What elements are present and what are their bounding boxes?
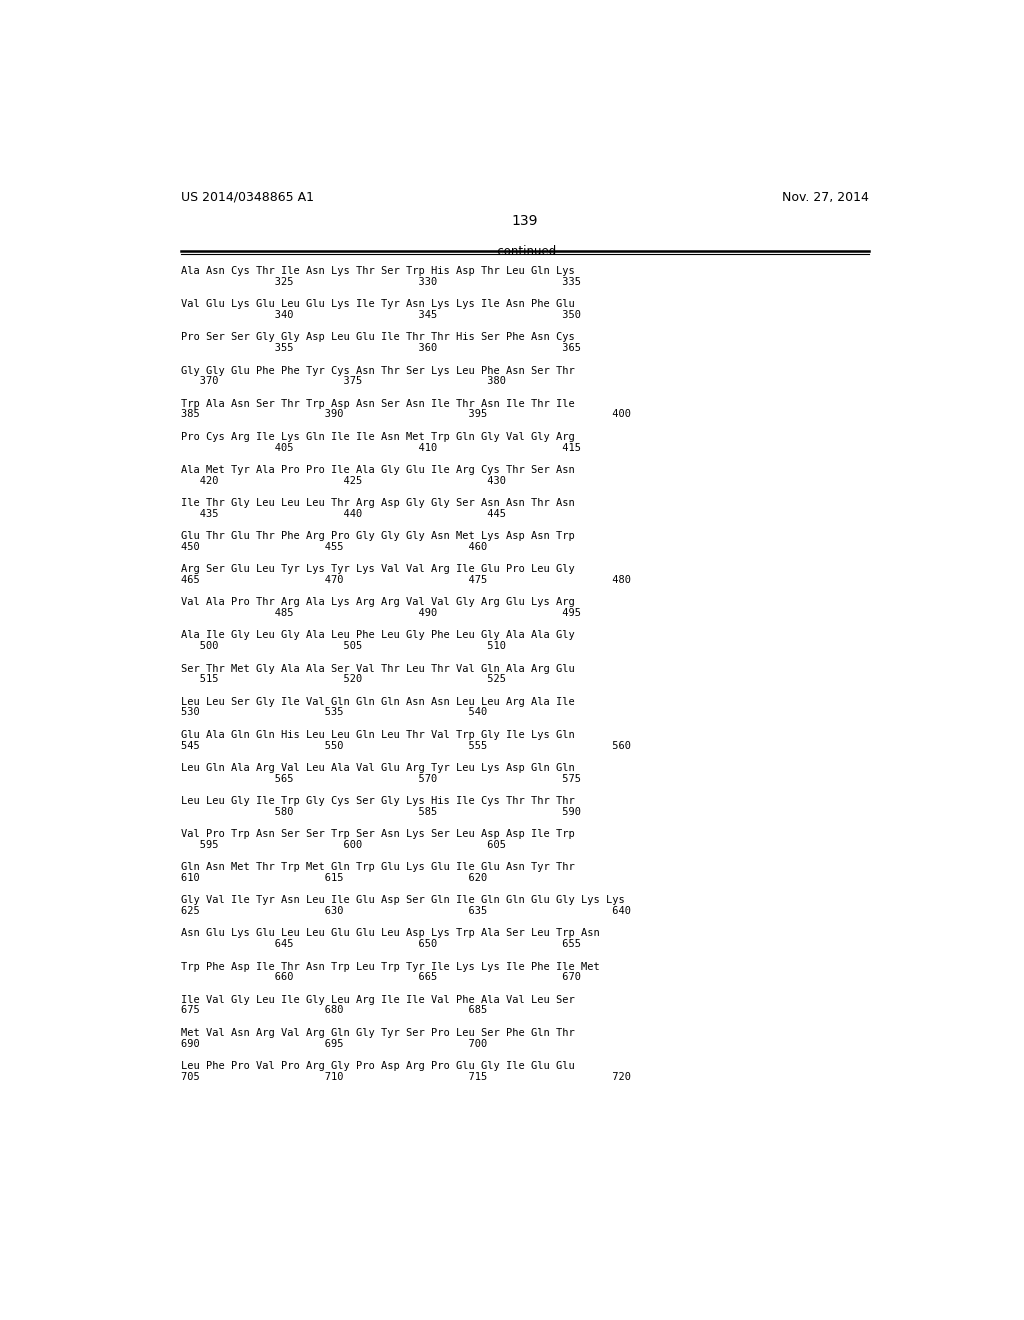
Text: 705                    710                    715                    720: 705 710 715 720 xyxy=(180,1072,631,1081)
Text: 340                    345                    350: 340 345 350 xyxy=(180,310,581,319)
Text: Gly Gly Glu Phe Phe Tyr Cys Asn Thr Ser Lys Leu Phe Asn Ser Thr: Gly Gly Glu Phe Phe Tyr Cys Asn Thr Ser … xyxy=(180,366,574,375)
Text: 545                    550                    555                    560: 545 550 555 560 xyxy=(180,741,631,751)
Text: 675                    680                    685: 675 680 685 xyxy=(180,1006,487,1015)
Text: Ser Thr Met Gly Ala Ala Ser Val Thr Leu Thr Val Gln Ala Arg Glu: Ser Thr Met Gly Ala Ala Ser Val Thr Leu … xyxy=(180,664,574,673)
Text: 610                    615                    620: 610 615 620 xyxy=(180,873,487,883)
Text: Leu Leu Gly Ile Trp Gly Cys Ser Gly Lys His Ile Cys Thr Thr Thr: Leu Leu Gly Ile Trp Gly Cys Ser Gly Lys … xyxy=(180,796,574,807)
Text: Ile Thr Gly Leu Leu Leu Thr Arg Asp Gly Gly Ser Asn Asn Thr Asn: Ile Thr Gly Leu Leu Leu Thr Arg Asp Gly … xyxy=(180,498,574,508)
Text: 450                    455                    460: 450 455 460 xyxy=(180,543,487,552)
Text: 625                    630                    635                    640: 625 630 635 640 xyxy=(180,906,631,916)
Text: Asn Glu Lys Glu Leu Leu Glu Glu Leu Asp Lys Trp Ala Ser Leu Trp Asn: Asn Glu Lys Glu Leu Leu Glu Glu Leu Asp … xyxy=(180,928,599,939)
Text: Ala Asn Cys Thr Ile Asn Lys Thr Ser Trp His Asp Thr Leu Gln Lys: Ala Asn Cys Thr Ile Asn Lys Thr Ser Trp … xyxy=(180,267,574,276)
Text: Leu Phe Pro Val Pro Arg Gly Pro Asp Arg Pro Glu Gly Ile Glu Glu: Leu Phe Pro Val Pro Arg Gly Pro Asp Arg … xyxy=(180,1061,574,1071)
Text: Trp Phe Asp Ile Thr Asn Trp Leu Trp Tyr Ile Lys Lys Ile Phe Ile Met: Trp Phe Asp Ile Thr Asn Trp Leu Trp Tyr … xyxy=(180,961,599,972)
Text: 485                    490                    495: 485 490 495 xyxy=(180,609,581,618)
Text: 465                    470                    475                    480: 465 470 475 480 xyxy=(180,576,631,585)
Text: Gly Val Ile Tyr Asn Leu Ile Glu Asp Ser Gln Ile Gln Gln Glu Gly Lys Lys: Gly Val Ile Tyr Asn Leu Ile Glu Asp Ser … xyxy=(180,895,625,906)
Text: Trp Ala Asn Ser Thr Trp Asp Asn Ser Asn Ile Thr Asn Ile Thr Ile: Trp Ala Asn Ser Thr Trp Asp Asn Ser Asn … xyxy=(180,399,574,409)
Text: -continued: -continued xyxy=(494,244,556,257)
Text: Gln Asn Met Thr Trp Met Gln Trp Glu Lys Glu Ile Glu Asn Tyr Thr: Gln Asn Met Thr Trp Met Gln Trp Glu Lys … xyxy=(180,862,574,873)
Text: 595                    600                    605: 595 600 605 xyxy=(180,840,506,850)
Text: 645                    650                    655: 645 650 655 xyxy=(180,940,581,949)
Text: 530                    535                    540: 530 535 540 xyxy=(180,708,487,717)
Text: Pro Cys Arg Ile Lys Gln Ile Ile Asn Met Trp Gln Gly Val Gly Arg: Pro Cys Arg Ile Lys Gln Ile Ile Asn Met … xyxy=(180,432,574,442)
Text: 580                    585                    590: 580 585 590 xyxy=(180,807,581,817)
Text: Val Glu Lys Glu Leu Glu Lys Ile Tyr Asn Lys Lys Ile Asn Phe Glu: Val Glu Lys Glu Leu Glu Lys Ile Tyr Asn … xyxy=(180,300,574,309)
Text: Pro Ser Ser Gly Gly Asp Leu Glu Ile Thr Thr His Ser Phe Asn Cys: Pro Ser Ser Gly Gly Asp Leu Glu Ile Thr … xyxy=(180,333,574,342)
Text: Leu Leu Ser Gly Ile Val Gln Gln Gln Asn Asn Leu Leu Arg Ala Ile: Leu Leu Ser Gly Ile Val Gln Gln Gln Asn … xyxy=(180,697,574,706)
Text: US 2014/0348865 A1: US 2014/0348865 A1 xyxy=(180,191,313,203)
Text: 690                    695                    700: 690 695 700 xyxy=(180,1039,487,1048)
Text: Nov. 27, 2014: Nov. 27, 2014 xyxy=(782,191,869,203)
Text: 565                    570                    575: 565 570 575 xyxy=(180,774,581,784)
Text: 435                    440                    445: 435 440 445 xyxy=(180,508,506,519)
Text: 370                    375                    380: 370 375 380 xyxy=(180,376,506,387)
Text: 515                    520                    525: 515 520 525 xyxy=(180,675,506,684)
Text: 500                    505                    510: 500 505 510 xyxy=(180,642,506,651)
Text: Ala Ile Gly Leu Gly Ala Leu Phe Leu Gly Phe Leu Gly Ala Ala Gly: Ala Ile Gly Leu Gly Ala Leu Phe Leu Gly … xyxy=(180,631,574,640)
Text: Met Val Asn Arg Val Arg Gln Gly Tyr Ser Pro Leu Ser Phe Gln Thr: Met Val Asn Arg Val Arg Gln Gly Tyr Ser … xyxy=(180,1028,574,1038)
Text: 405                    410                    415: 405 410 415 xyxy=(180,442,581,453)
Text: Val Ala Pro Thr Arg Ala Lys Arg Arg Val Val Gly Arg Glu Lys Arg: Val Ala Pro Thr Arg Ala Lys Arg Arg Val … xyxy=(180,598,574,607)
Text: 139: 139 xyxy=(512,214,538,228)
Text: 325                    330                    335: 325 330 335 xyxy=(180,277,581,286)
Text: Ala Met Tyr Ala Pro Pro Ile Ala Gly Glu Ile Arg Cys Thr Ser Asn: Ala Met Tyr Ala Pro Pro Ile Ala Gly Glu … xyxy=(180,465,574,475)
Text: Glu Thr Glu Thr Phe Arg Pro Gly Gly Gly Asn Met Lys Asp Asn Trp: Glu Thr Glu Thr Phe Arg Pro Gly Gly Gly … xyxy=(180,531,574,541)
Text: 355                    360                    365: 355 360 365 xyxy=(180,343,581,354)
Text: 385                    390                    395                    400: 385 390 395 400 xyxy=(180,409,631,420)
Text: Glu Ala Gln Gln His Leu Leu Gln Leu Thr Val Trp Gly Ile Lys Gln: Glu Ala Gln Gln His Leu Leu Gln Leu Thr … xyxy=(180,730,574,739)
Text: Ile Val Gly Leu Ile Gly Leu Arg Ile Ile Val Phe Ala Val Leu Ser: Ile Val Gly Leu Ile Gly Leu Arg Ile Ile … xyxy=(180,995,574,1005)
Text: Arg Ser Glu Leu Tyr Lys Tyr Lys Val Val Arg Ile Glu Pro Leu Gly: Arg Ser Glu Leu Tyr Lys Tyr Lys Val Val … xyxy=(180,564,574,574)
Text: Val Pro Trp Asn Ser Ser Trp Ser Asn Lys Ser Leu Asp Asp Ile Trp: Val Pro Trp Asn Ser Ser Trp Ser Asn Lys … xyxy=(180,829,574,840)
Text: 420                    425                    430: 420 425 430 xyxy=(180,475,506,486)
Text: Leu Gln Ala Arg Val Leu Ala Val Glu Arg Tyr Leu Lys Asp Gln Gln: Leu Gln Ala Arg Val Leu Ala Val Glu Arg … xyxy=(180,763,574,772)
Text: 660                    665                    670: 660 665 670 xyxy=(180,973,581,982)
